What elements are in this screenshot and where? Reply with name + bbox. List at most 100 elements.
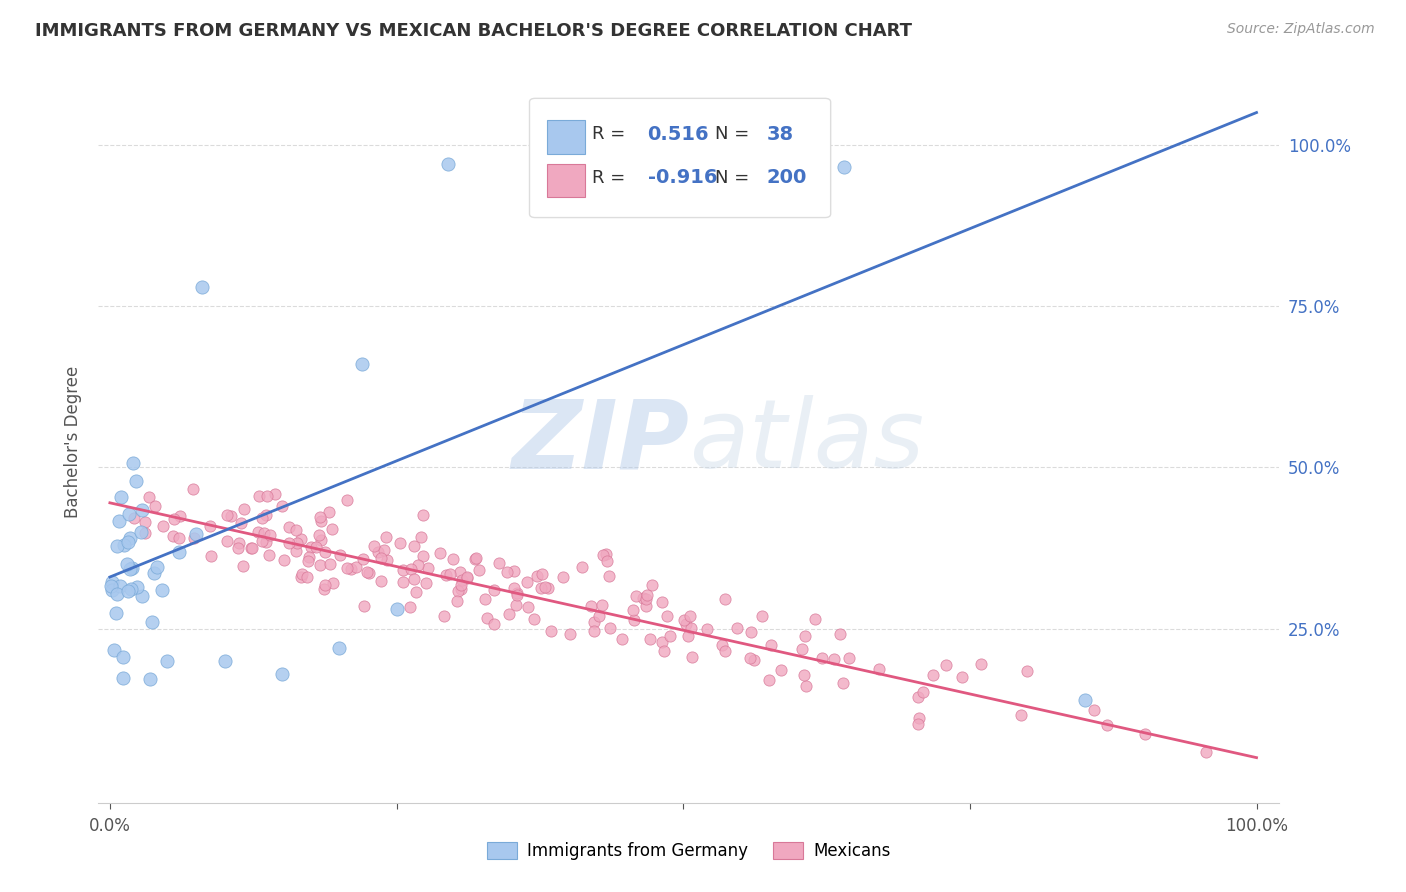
Point	[145, 560, 167, 574]
Point	[793, 667, 815, 681]
Point	[353, 599, 375, 614]
Point	[217, 533, 239, 548]
Point	[374, 530, 396, 544]
Point	[120, 582, 142, 597]
Point	[1017, 664, 1039, 678]
Point	[285, 535, 308, 549]
Point	[713, 644, 735, 658]
Point	[309, 514, 332, 528]
Point	[770, 664, 793, 678]
Point	[232, 559, 254, 574]
Point	[402, 572, 425, 586]
Point	[588, 609, 610, 624]
Point	[638, 632, 661, 647]
Point	[336, 493, 359, 508]
Point	[533, 580, 555, 594]
Point	[911, 684, 934, 698]
Point	[830, 627, 852, 641]
Point	[273, 553, 295, 567]
Point	[259, 528, 281, 542]
Point	[200, 549, 222, 564]
Point	[391, 563, 413, 577]
Point	[832, 676, 855, 690]
Point	[214, 654, 236, 668]
FancyBboxPatch shape	[530, 98, 831, 218]
Point	[740, 625, 762, 640]
Point	[710, 638, 733, 652]
Point	[399, 599, 422, 614]
Point	[322, 575, 344, 590]
Point	[295, 570, 318, 584]
Point	[758, 673, 780, 687]
Point	[537, 582, 560, 596]
Point	[399, 562, 422, 576]
Point	[240, 541, 263, 556]
Point	[108, 578, 131, 592]
Point	[794, 679, 817, 693]
Point	[152, 519, 174, 533]
Point	[482, 583, 505, 598]
Point	[229, 516, 252, 531]
Point	[558, 627, 581, 641]
Point	[482, 616, 505, 631]
Point	[907, 690, 929, 704]
Point	[437, 157, 460, 171]
Point	[370, 551, 392, 566]
Point	[336, 561, 359, 575]
Point	[526, 568, 548, 582]
Point	[433, 608, 456, 623]
Point	[447, 584, 470, 599]
Point	[450, 582, 472, 596]
Point	[101, 582, 124, 597]
Point	[634, 591, 657, 606]
Point	[659, 629, 682, 643]
Point	[506, 587, 529, 601]
Point	[654, 644, 676, 658]
Point	[141, 615, 163, 629]
Point	[636, 588, 658, 602]
Point	[742, 653, 765, 667]
Point	[163, 512, 186, 526]
Point	[498, 607, 520, 621]
Point	[631, 591, 654, 606]
Point	[121, 456, 143, 470]
Point	[506, 586, 529, 600]
Point	[759, 638, 782, 652]
Point	[150, 582, 173, 597]
Point	[907, 717, 929, 731]
Point	[308, 509, 330, 524]
Point	[239, 541, 262, 556]
Text: 38: 38	[766, 125, 794, 144]
Point	[184, 527, 207, 541]
Point	[125, 474, 148, 488]
Point	[299, 540, 322, 554]
Point	[475, 611, 498, 625]
Point	[105, 539, 128, 553]
Point	[138, 672, 160, 686]
Point	[811, 650, 834, 665]
Point	[352, 357, 374, 371]
Point	[714, 591, 737, 606]
Point	[592, 548, 614, 562]
Point	[591, 598, 613, 612]
Point	[270, 666, 292, 681]
Point	[418, 561, 440, 575]
Point	[138, 491, 160, 505]
Point	[464, 550, 486, 565]
Point	[516, 575, 538, 590]
Point	[908, 711, 931, 725]
Point	[314, 578, 336, 592]
Point	[696, 622, 718, 636]
Point	[215, 508, 238, 522]
Point	[305, 540, 328, 554]
Point	[595, 554, 617, 568]
Text: R =: R =	[592, 169, 626, 186]
Point	[290, 570, 312, 584]
Point	[118, 531, 141, 545]
Point	[329, 549, 352, 563]
Point	[101, 575, 124, 590]
Point	[156, 654, 179, 668]
Point	[308, 528, 330, 542]
Point	[623, 613, 645, 627]
Point	[1135, 727, 1157, 741]
